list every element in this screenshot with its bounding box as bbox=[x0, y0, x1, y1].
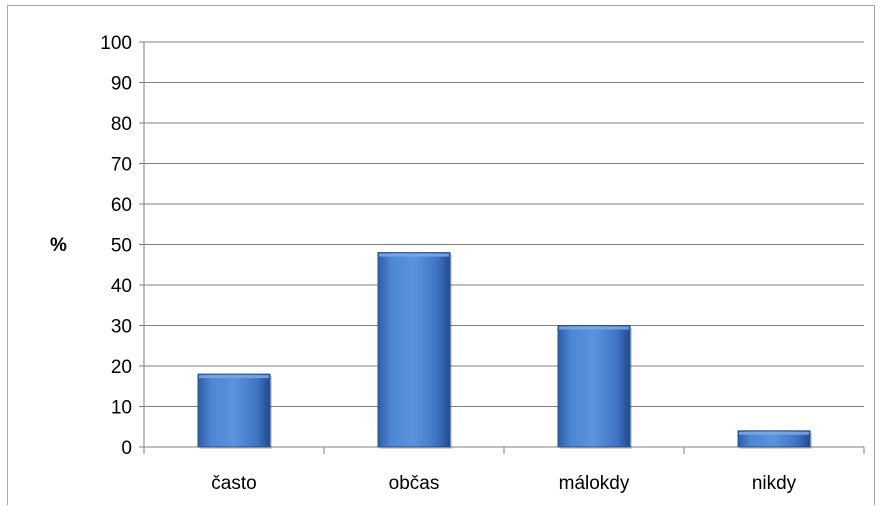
x-tick-label: často bbox=[211, 473, 256, 494]
x-tick-label: nikdy bbox=[752, 473, 797, 494]
y-tick-label: 0 bbox=[121, 438, 132, 459]
bar-často bbox=[197, 373, 271, 448]
y-tick-label: 10 bbox=[111, 398, 132, 419]
y-tick-label: 60 bbox=[111, 195, 132, 216]
x-tick-label: málokdy bbox=[559, 473, 630, 494]
y-tick-label: 50 bbox=[111, 236, 132, 257]
y-tick-label: 40 bbox=[111, 276, 132, 297]
bar-highlight bbox=[379, 253, 449, 257]
y-tick-label: 90 bbox=[111, 74, 132, 95]
y-tick-label: 20 bbox=[111, 357, 132, 378]
y-axis-title: % bbox=[50, 235, 67, 256]
bars bbox=[197, 252, 812, 449]
labels: 0 10 20 30 40 50 60 70 80 90 100 často občas málokdy n… bbox=[100, 33, 796, 494]
bar-highlight bbox=[559, 326, 629, 330]
x-tick-label: občas bbox=[389, 473, 440, 494]
bar-nikdy bbox=[737, 430, 811, 448]
y-tick-label: 100 bbox=[100, 33, 132, 54]
gridlines bbox=[144, 41, 864, 407]
y-tick-label: 80 bbox=[111, 114, 132, 135]
y-tick-label: 30 bbox=[111, 317, 132, 338]
bar-občas bbox=[377, 252, 451, 448]
y-tick-label: 70 bbox=[111, 155, 132, 176]
bar-highlight bbox=[199, 375, 269, 379]
bar-highlight bbox=[739, 431, 809, 435]
bar-málokdy bbox=[557, 325, 631, 448]
